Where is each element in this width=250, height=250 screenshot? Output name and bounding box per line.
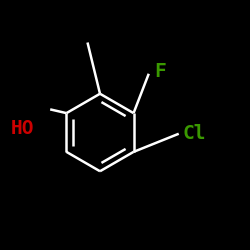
Text: F: F [154, 62, 166, 81]
Text: Cl: Cl [182, 124, 206, 143]
Text: HO: HO [11, 119, 34, 138]
